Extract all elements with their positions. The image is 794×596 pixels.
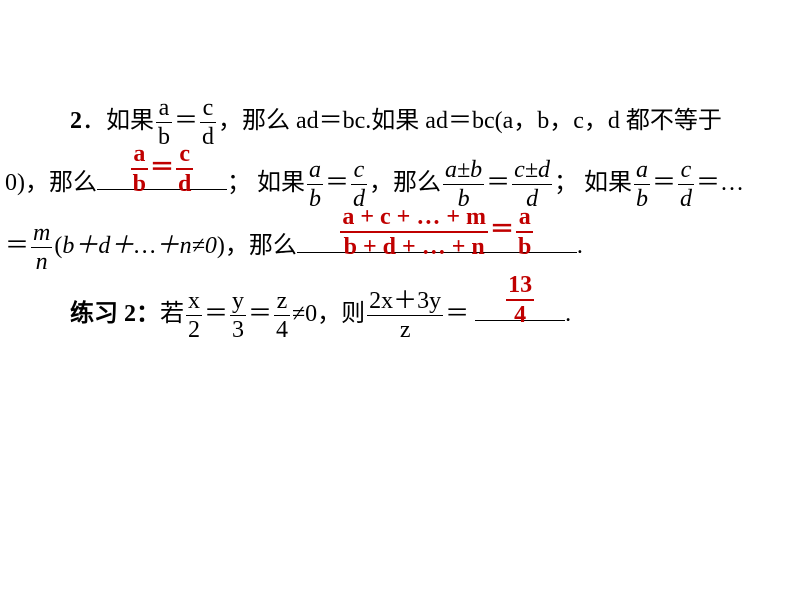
problem-2-line-3: ＝mn(b＋d＋…＋n≠0)，那么a + c + … + mb + d + … … xyxy=(0,215,794,277)
fraction-expr: 2x＋3yz xyxy=(367,289,443,342)
fraction-y-3: y3 xyxy=(230,289,246,342)
fraction-c-d-3: cd xyxy=(678,158,694,211)
answer-1-left: ab xyxy=(131,142,148,196)
answer-2-left: a + c + … + mb + d + … + n xyxy=(340,205,488,259)
fraction-a-b-3: ab xyxy=(634,158,650,211)
fraction-z-4: z4 xyxy=(274,289,290,342)
fraction-x-2: x2 xyxy=(186,289,202,342)
problem-number: 2 xyxy=(70,108,82,134)
answer-1-right: cd xyxy=(176,142,193,196)
blank-2: a + c + … + mb + d + … + n＝ab xyxy=(297,228,577,253)
math-content: 2．如果ab＝cd，那么 ad＝bc.如果 ad＝bc(a，b，c，d 都不等于… xyxy=(0,90,794,346)
blank-3: 134 xyxy=(475,296,565,321)
practice-label: 练习 2： xyxy=(70,301,160,327)
blank-1: ab＝cd xyxy=(97,165,227,190)
answer-3: 134 xyxy=(506,273,534,327)
fraction-m-n: mn xyxy=(31,221,52,274)
practice-2-line: 练习 2：若x2＝y3＝z4≠0，则2x＋3yz＝134. xyxy=(0,283,794,345)
answer-2-right: ab xyxy=(516,205,533,259)
